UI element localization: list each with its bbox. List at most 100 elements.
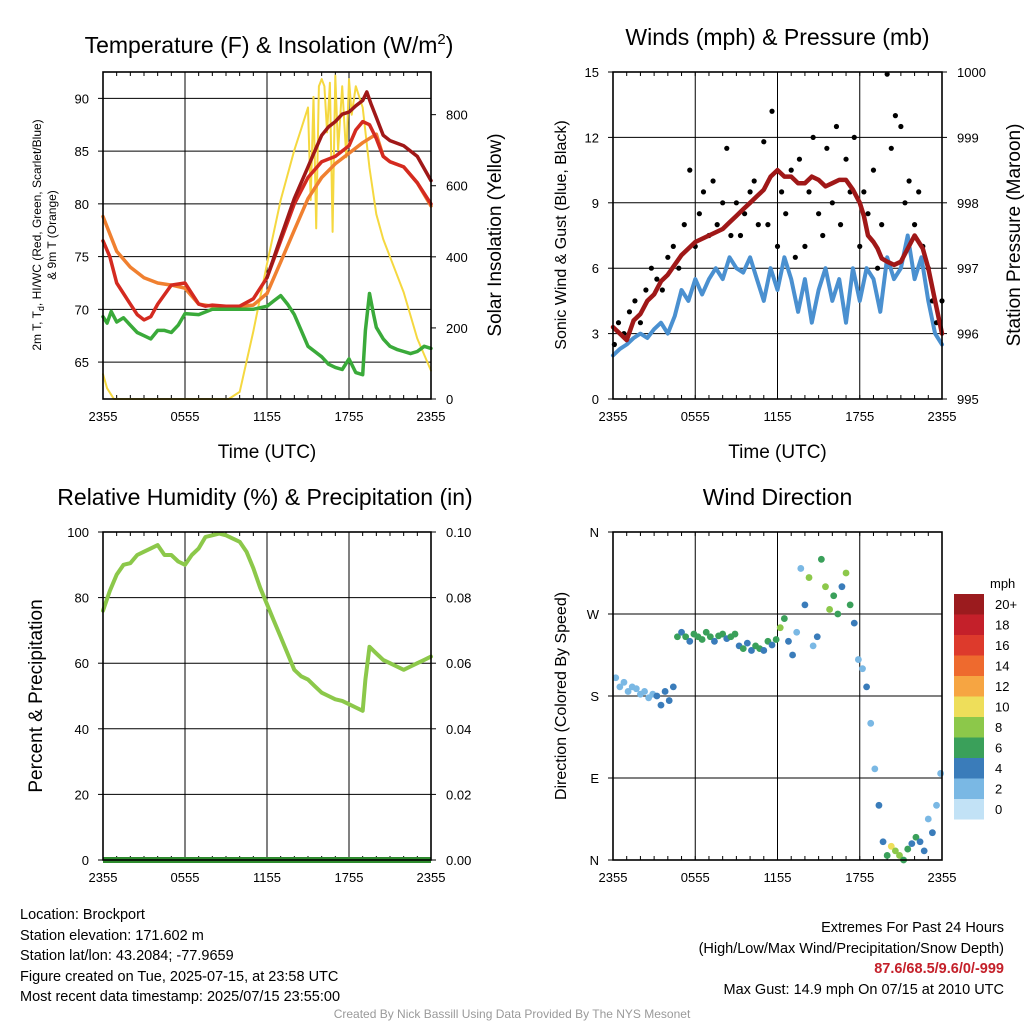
colorbar-label: 4 (995, 761, 1002, 776)
wind-direction-point (641, 688, 648, 695)
colorbar-label: 12 (995, 679, 1009, 694)
extremes-subtitle: (High/Low/Max Wind/Precipitation/Snow De… (698, 940, 1004, 957)
y-tick-label: 75 (75, 250, 89, 265)
gust-point (824, 145, 830, 151)
y-tick-label: 15 (585, 65, 599, 80)
gust-point (810, 134, 816, 140)
y-axis-label: Percent & Precipitation (26, 599, 47, 792)
gust-point (898, 123, 904, 130)
wind-direction-point (871, 765, 879, 773)
wind-direction-point (826, 606, 833, 613)
colorbar-label: 8 (995, 720, 1002, 735)
gust-point (714, 222, 720, 228)
gust-point (728, 232, 734, 239)
gust-point (681, 222, 687, 228)
wind-direction-point (785, 637, 792, 645)
gust-point (820, 232, 826, 239)
gust-point (861, 189, 867, 195)
gust-point (829, 200, 835, 206)
y2-tick-label: 1000 (957, 65, 986, 80)
y2-axis-label: Station Pressure (Maroon) (1004, 124, 1024, 347)
wind-direction-point (706, 633, 714, 641)
colorbar-swatch (954, 614, 984, 635)
gust-point (720, 200, 726, 206)
wind-direction-point (669, 683, 677, 691)
wind-direction-point (817, 555, 825, 563)
gust-point (783, 211, 789, 217)
y2-tick-label: 400 (446, 250, 468, 265)
x-tick-label: 1155 (253, 870, 281, 885)
y-tick-label: E (590, 771, 599, 786)
y2-tick-label: 800 (446, 108, 468, 123)
wind-direction-point (904, 845, 912, 853)
x-tick-label: 2355 (599, 870, 628, 885)
wind-direction-point (789, 651, 796, 659)
wind-direction-point (674, 633, 681, 641)
x-axis-label: Time (UTC) (728, 442, 827, 463)
colorbar-label: 16 (995, 638, 1009, 653)
wind-direction-point (678, 628, 685, 636)
gust-point (742, 211, 748, 217)
gust-point (857, 243, 863, 249)
gust-point (769, 108, 775, 114)
wind-direction-point (916, 838, 924, 846)
wind-direction-point (772, 636, 780, 643)
y2-tick-label: 0 (446, 392, 453, 407)
temp-2m-line (101, 119, 433, 322)
colorbar-label: 20+ (995, 597, 1017, 612)
gust-point (643, 287, 649, 293)
wind-direction-point (838, 583, 846, 591)
wind-direction-point (776, 624, 784, 632)
y2-tick-label: 0.08 (446, 591, 471, 606)
plot-border (102, 531, 432, 861)
gust-point (792, 254, 798, 260)
y-axis-label: 2m T, Td, HI/WC (Red, Green, Scarlet/Blu… (30, 119, 46, 350)
wind-direction-point (875, 801, 883, 809)
y-tick-label: 70 (75, 302, 89, 317)
wind-direction-point (937, 770, 945, 777)
colorbar-swatch (954, 696, 984, 717)
x-tick-label: 1155 (764, 409, 792, 424)
wind-direction-point (793, 628, 801, 636)
gust-point (659, 287, 665, 293)
credit-text: Created By Nick Bassill Using Data Provi… (333, 1007, 691, 1021)
gust-point (737, 232, 744, 239)
x-tick-label: 2355 (928, 870, 957, 885)
gust-point (916, 189, 922, 195)
wind-direction-point (711, 637, 718, 645)
gust-point (761, 139, 767, 145)
wind-direction-point (702, 628, 710, 636)
wind-direction-point (616, 683, 624, 691)
gust-point (648, 265, 654, 271)
gust-point (670, 243, 676, 249)
y-tick-label: 60 (75, 656, 89, 671)
latlon-text: Station lat/lon: 43.2084; -77.9659 (20, 948, 234, 964)
colorbar-label: 10 (995, 700, 1009, 715)
wind-direction-point (620, 678, 628, 686)
wind-direction-point (879, 838, 887, 846)
x-tick-label: 1755 (845, 409, 874, 424)
wind-direction-point (686, 637, 694, 645)
y-tick-label: 40 (75, 722, 89, 737)
y-tick-label: 90 (75, 91, 89, 106)
wind-direction-point (698, 636, 706, 643)
location-text: Location: Brockport (20, 907, 145, 923)
chart-title: Relative Humidity (%) & Precipitation (i… (57, 484, 472, 510)
heat-index-line (265, 90, 433, 280)
wind-direction-point (822, 583, 829, 591)
wind-direction-point (748, 647, 755, 654)
gust-point (747, 189, 753, 195)
y2-tick-label: 0.00 (446, 853, 471, 868)
gust-point (843, 156, 849, 162)
wind-direction-point (731, 630, 739, 638)
wind-direction-point (768, 641, 776, 649)
wind-direction-point (842, 569, 850, 577)
gust-point (796, 156, 803, 162)
x-tick-label: 1755 (335, 870, 364, 885)
wind-direction-point (908, 840, 916, 847)
wind-direction-point (719, 630, 727, 638)
x-tick-label: 2355 (417, 409, 446, 424)
y2-tick-label: 200 (446, 321, 468, 336)
wind-direction-point (929, 829, 936, 837)
wind-direction-point (912, 833, 920, 841)
